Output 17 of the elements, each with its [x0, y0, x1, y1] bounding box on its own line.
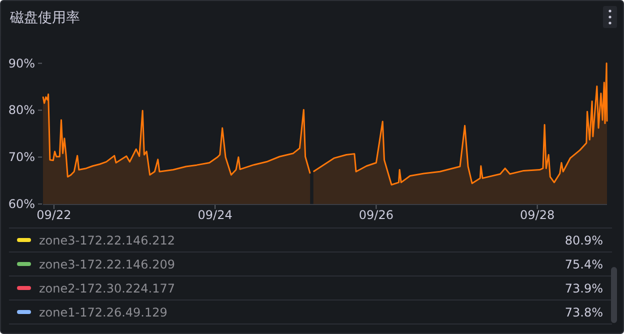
x-tick-label: 09/28	[520, 208, 555, 222]
text: 73.9%	[564, 282, 603, 296]
y-tick-label: 70%	[8, 150, 35, 164]
y-tick-label: 80%	[8, 103, 35, 118]
legend-label: zone3-172.22.146.209	[39, 258, 176, 272]
legend-label: zone3-172.22.146.212	[39, 234, 176, 248]
y-tick-label: 90%	[8, 56, 35, 70]
y-tick-label: 60%	[8, 197, 35, 211]
text: 73.8%	[564, 306, 603, 320]
text: 75.4%	[564, 258, 603, 272]
chart-title: 磁盘使用率	[9, 10, 80, 26]
legend-label: zone1-172.26.49.129	[39, 306, 168, 320]
legend-label: zone2-172.30.224.177	[39, 282, 176, 296]
x-tick-label: 09/24	[198, 208, 232, 222]
x-tick-label: 09/26	[358, 208, 394, 222]
text: 80.9%	[564, 234, 603, 248]
x-tick-label: 09/22	[36, 208, 72, 222]
